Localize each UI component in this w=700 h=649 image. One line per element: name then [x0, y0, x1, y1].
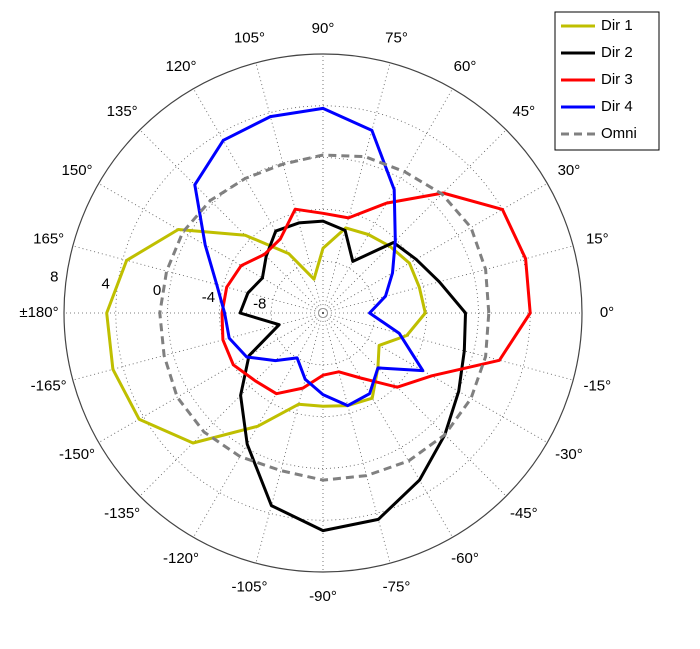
- theta-tick-label: -30°: [555, 446, 583, 463]
- outer-ring: [63, 53, 583, 573]
- legend-label: Dir 4: [601, 98, 633, 115]
- theta-tick-label: 90°: [312, 20, 335, 37]
- theta-tick-label: -105°: [231, 578, 267, 595]
- theta-tick-label: 120°: [165, 58, 196, 75]
- ring-grid-line: [167, 157, 479, 469]
- theta-tick-label: 135°: [107, 103, 138, 120]
- ring-grid-line: [270, 260, 376, 366]
- theta-tick-label: -60°: [451, 550, 479, 567]
- theta-tick-label: 45°: [512, 103, 535, 120]
- theta-tick-label: ±180°: [19, 304, 58, 321]
- legend-label: Dir 3: [601, 71, 633, 88]
- theta-tick-label: -90°: [309, 588, 337, 605]
- theta-tick-label: -135°: [104, 505, 140, 522]
- r-tick-label: 4: [102, 275, 110, 292]
- theta-tick-label: -120°: [163, 550, 199, 567]
- theta-tick-label: -150°: [59, 446, 95, 463]
- theta-tick-label: 30°: [558, 162, 581, 179]
- theta-tick-label: 75°: [385, 30, 408, 47]
- legend-label: Dir 2: [601, 44, 633, 61]
- theta-tick-label: 165°: [33, 230, 64, 247]
- r-tick-label: 8: [50, 269, 58, 286]
- theta-tick-label: -15°: [583, 377, 611, 394]
- series-line: [193, 106, 425, 408]
- legend-label: Omni: [601, 125, 637, 142]
- theta-tick-label: 0°: [600, 304, 614, 321]
- series-line: [105, 226, 427, 445]
- theta-tick-label: 15°: [586, 230, 609, 247]
- theta-tick-label: 150°: [62, 162, 93, 179]
- theta-tick-label: -165°: [31, 377, 67, 394]
- r-tick-label: -8: [253, 296, 266, 313]
- theta-tick-label: 60°: [454, 58, 477, 75]
- theta-tick-label: 105°: [234, 30, 265, 47]
- r-tick-label: -4: [202, 289, 215, 306]
- theta-tick-label: -75°: [383, 578, 411, 595]
- series-line: [220, 191, 532, 396]
- theta-tick-label: -45°: [510, 505, 538, 522]
- series-line: [158, 153, 491, 482]
- series-line: [238, 219, 467, 533]
- legend-label: Dir 1: [601, 17, 633, 34]
- r-tick-label: 0: [153, 282, 161, 299]
